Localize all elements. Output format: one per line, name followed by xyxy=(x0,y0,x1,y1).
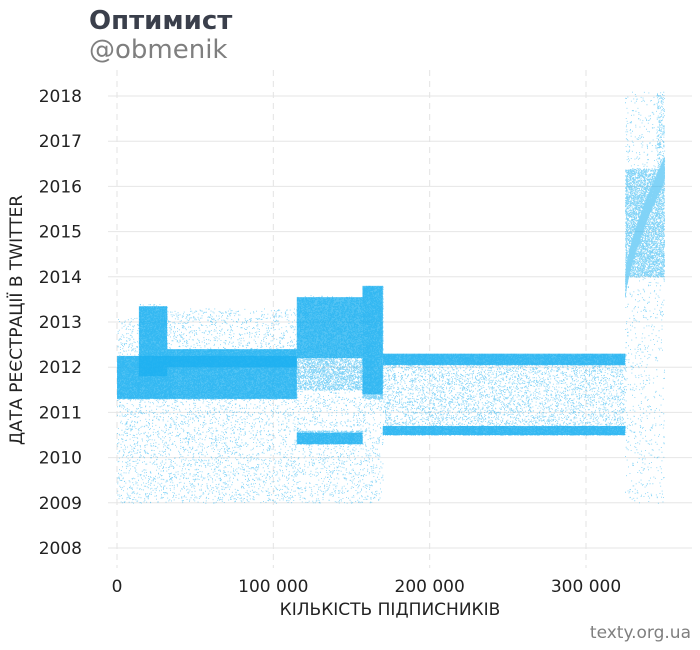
x-tick-label: 300 000 xyxy=(551,577,621,597)
scatter-points xyxy=(117,91,666,504)
x-tick-label: 100 000 xyxy=(238,577,308,597)
y-tick-label: 2018 xyxy=(39,87,82,107)
dense-band xyxy=(296,297,363,359)
y-tick-label: 2017 xyxy=(39,132,82,152)
y-tick-label: 2015 xyxy=(39,223,82,243)
chart-subtitle: @obmenik xyxy=(89,35,228,65)
y-tick-label: 2008 xyxy=(39,539,82,559)
x-axis-label: КІЛЬКІСТЬ ПІДПИСНИКІВ xyxy=(280,600,501,620)
grid xyxy=(108,70,692,568)
data-points xyxy=(117,91,666,504)
x-tick-label: 200 000 xyxy=(395,577,465,597)
y-tick-label: 2010 xyxy=(39,449,82,469)
x-axis-ticks: 0 100 000 200 000 300 000 xyxy=(112,577,622,597)
source-credit: texty.org.ua xyxy=(590,623,691,643)
y-tick-label: 2009 xyxy=(39,494,82,514)
dense-band xyxy=(382,353,626,365)
dense-band xyxy=(167,349,297,368)
dense-band xyxy=(296,432,363,445)
y-axis-label: ДАТА РЕЄСТРАЦІЇ В TWITTER xyxy=(6,195,27,445)
y-tick-label: 2014 xyxy=(39,268,82,288)
dense-band xyxy=(362,285,383,395)
y-tick-label: 2011 xyxy=(39,403,82,423)
y-axis-ticks: 2008 2009 2010 2011 2012 2013 2014 2015 2016 2017… xyxy=(39,87,82,559)
y-tick-label: 2012 xyxy=(39,358,82,378)
dense-band xyxy=(138,306,168,377)
y-tick-label: 2013 xyxy=(39,313,82,333)
y-tick-label: 2016 xyxy=(39,177,82,197)
dense-band xyxy=(382,425,626,435)
x-tick-label: 0 xyxy=(112,577,123,597)
chart-title: Оптимист xyxy=(89,6,232,36)
